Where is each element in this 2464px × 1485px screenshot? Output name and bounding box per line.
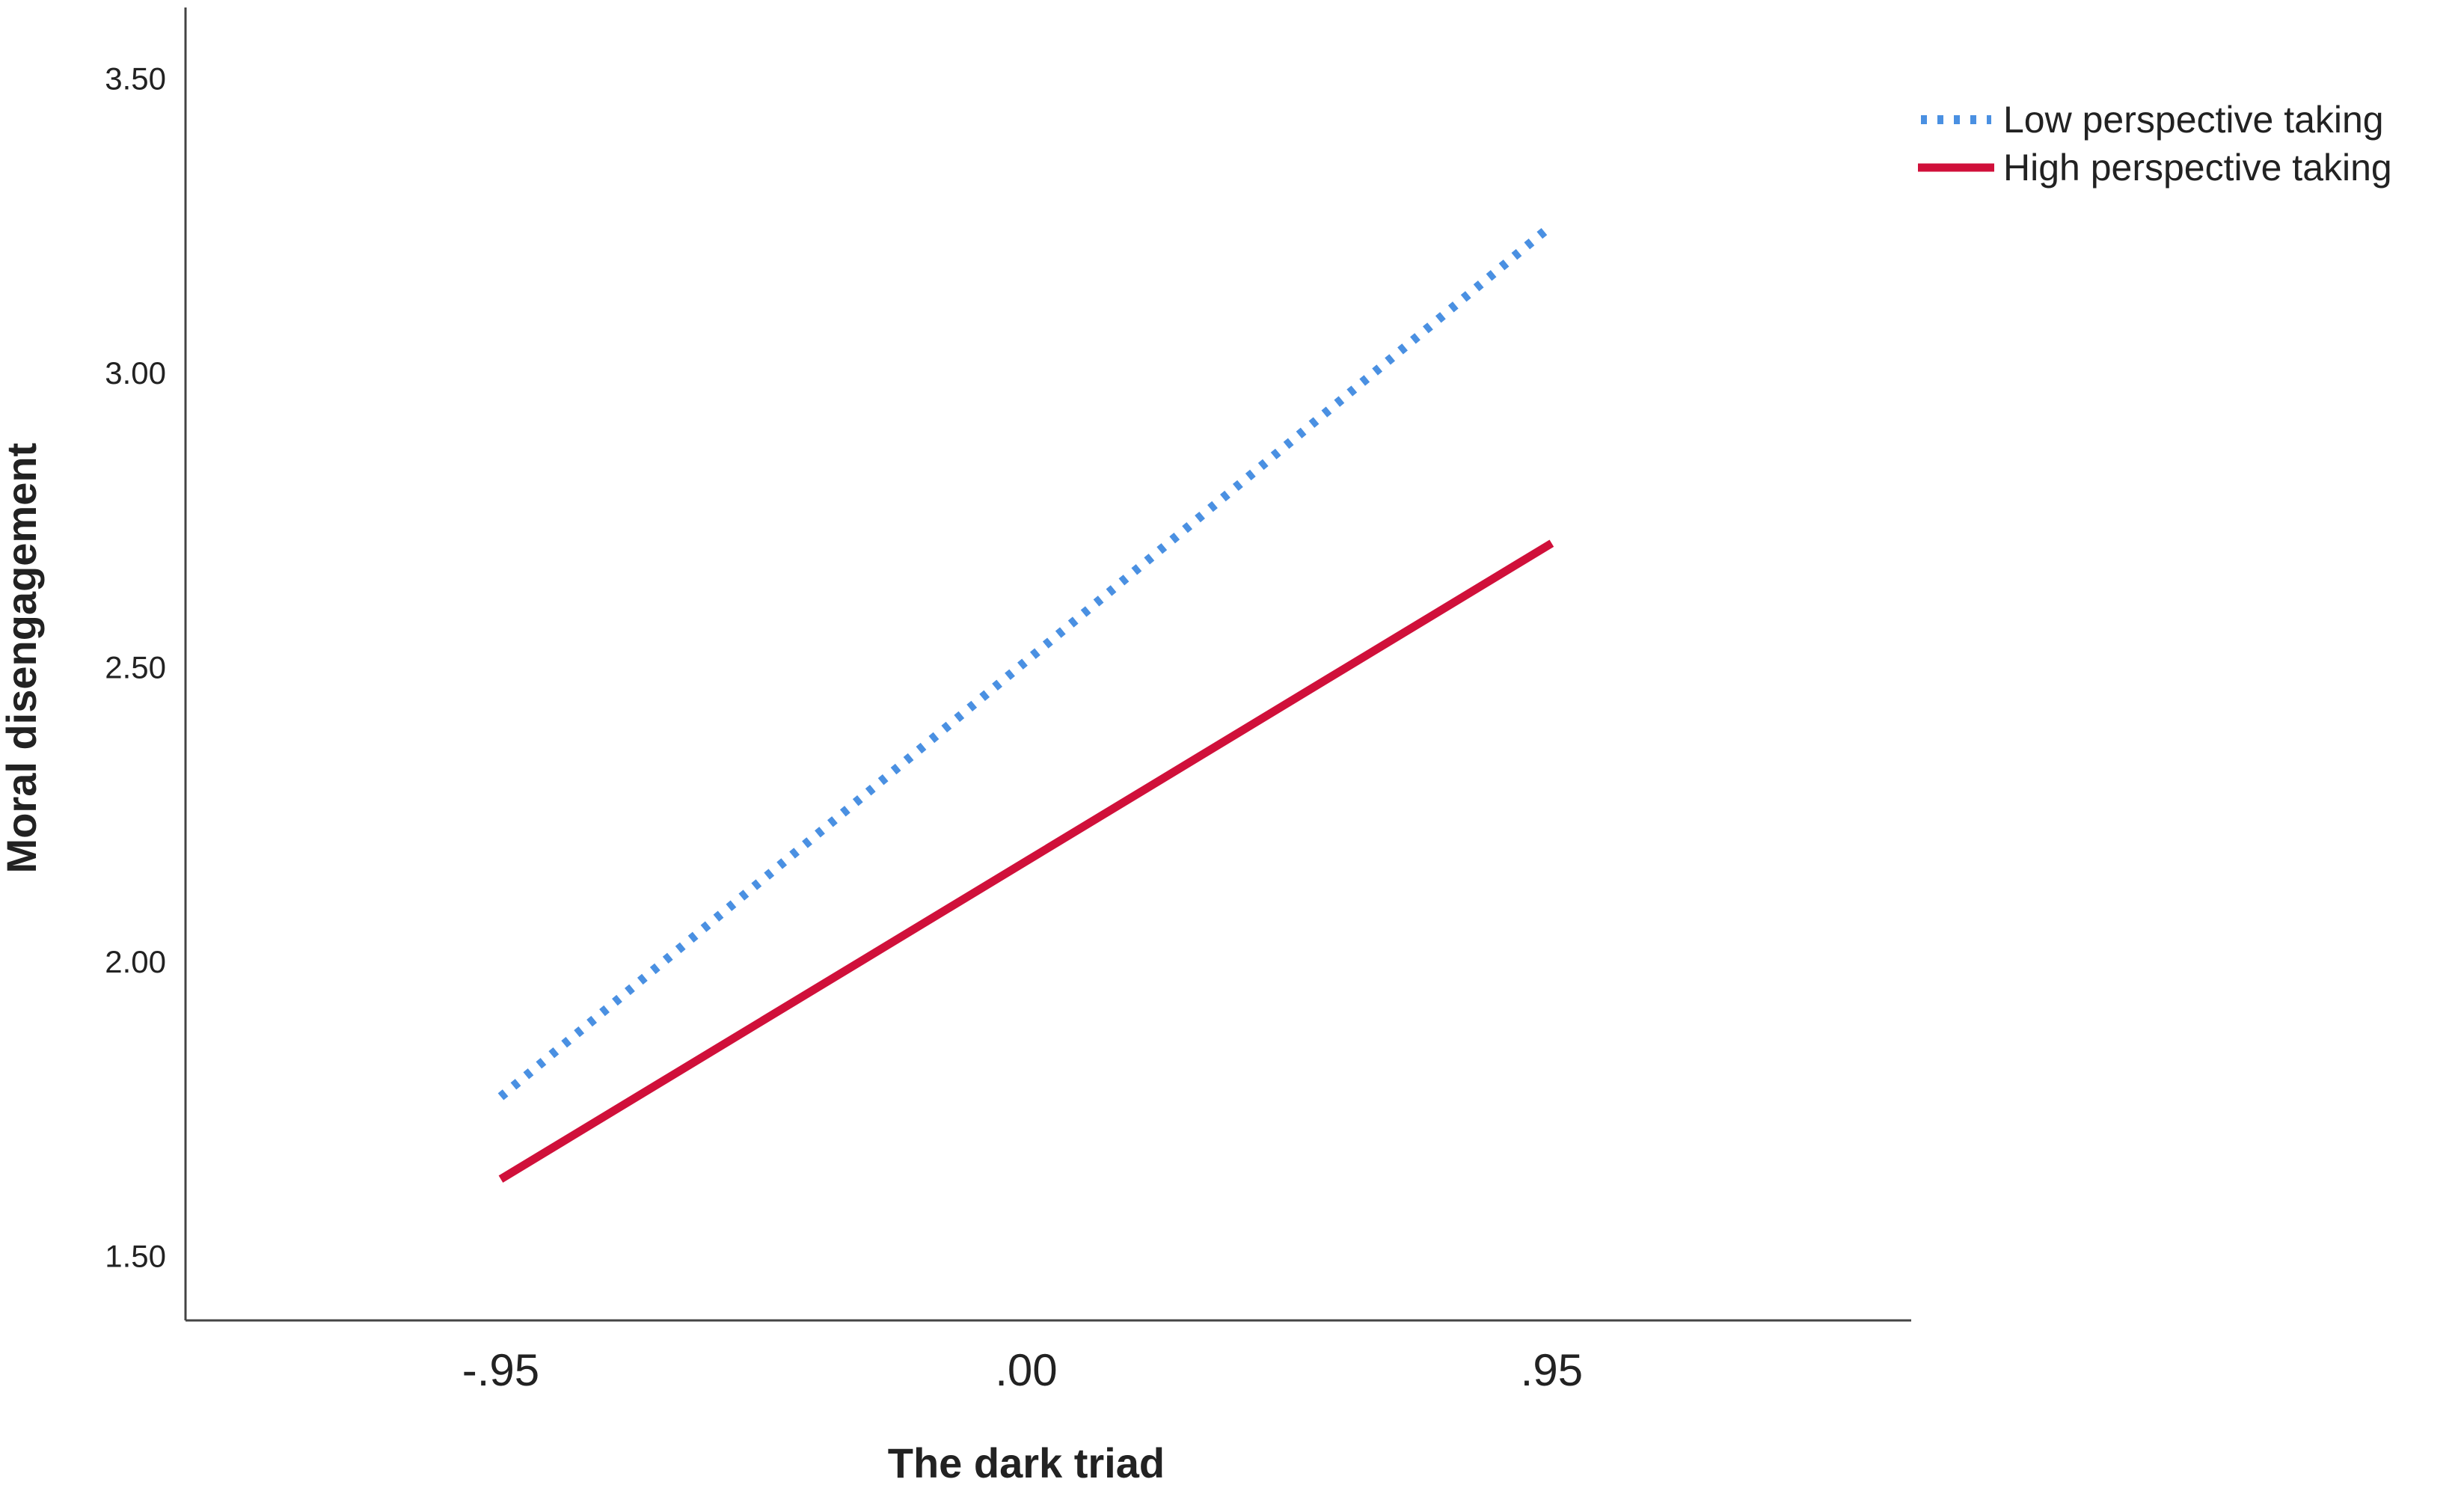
y-tick-label: 3.00: [105, 355, 166, 391]
legend-swatch-low: [1921, 115, 1991, 124]
x-tick-label: .00: [995, 1345, 1057, 1395]
legend: Low perspective taking High perspective …: [1915, 96, 2392, 192]
x-tick-label: -.95: [462, 1345, 539, 1395]
y-tick-label: 3.50: [105, 61, 166, 96]
series-line-0: [497, 221, 1555, 1100]
x-tick-label: .95: [1521, 1345, 1583, 1395]
legend-label-high: High perspective taking: [2003, 147, 2392, 189]
x-axis-title: The dark triad: [888, 1439, 1165, 1485]
y-tick-label: 2.50: [105, 649, 166, 685]
legend-label-low: Low perspective taking: [2003, 99, 2384, 141]
legend-item-low: Low perspective taking: [1915, 96, 2392, 144]
series-line-1: [498, 539, 1554, 1183]
y-tick-label: 1.50: [105, 1238, 166, 1273]
legend-item-high: High perspective taking: [1915, 144, 2392, 192]
y-tick-label: 2.00: [105, 944, 166, 979]
legend-swatch-high: [1918, 163, 1994, 172]
y-axis-title: Moral disengagement: [0, 443, 45, 874]
